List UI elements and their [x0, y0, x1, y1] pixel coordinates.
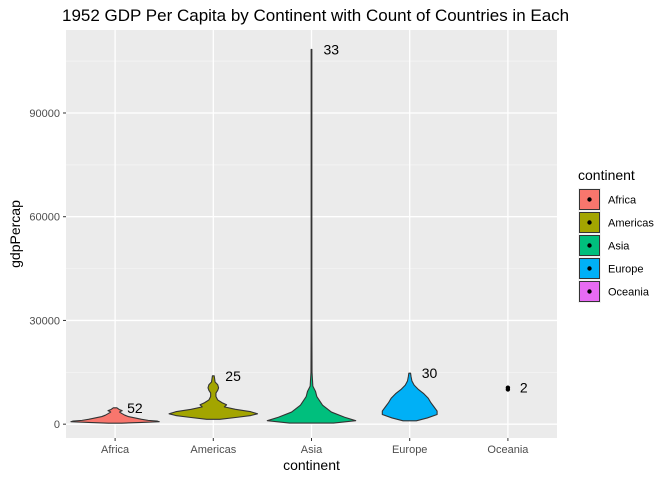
count-label-europe: 30 — [422, 365, 438, 381]
y-axis-ticks: 0 30000 60000 90000 — [29, 108, 66, 431]
violin-africa — [70, 407, 160, 424]
count-label-africa: 52 — [127, 400, 143, 416]
count-label-oceania: 2 — [520, 380, 528, 396]
violin-asia — [266, 48, 357, 424]
y-axis-title: gdpPercap — [7, 200, 23, 268]
legend: continent Africa Americas Asia Europe Oceani… — [578, 167, 654, 303]
y-tick-label: 90000 — [29, 108, 60, 120]
x-tick-label: Europe — [392, 444, 427, 456]
point-oceania — [505, 385, 511, 390]
x-axis-ticks: Africa Americas Asia Europe Oceania — [101, 438, 529, 456]
count-label-asia: 33 — [324, 41, 340, 57]
x-tick-label: Africa — [101, 444, 130, 456]
y-tick-label: 60000 — [29, 212, 60, 224]
violin-europe — [381, 372, 438, 422]
legend-title: continent — [578, 167, 635, 183]
count-label-americas: 25 — [225, 368, 241, 384]
legend-label-oceania: Oceania — [608, 287, 650, 299]
legend-label-asia: Asia — [608, 241, 630, 253]
legend-label-americas: Americas — [608, 218, 654, 230]
x-axis-title: continent — [283, 457, 340, 473]
x-tick-label: Asia — [301, 444, 323, 456]
legend-dot — [587, 197, 592, 202]
legend-label-europe: Europe — [608, 264, 643, 276]
y-tick-label: 0 — [54, 419, 60, 431]
legend-dot — [587, 243, 592, 248]
chart-title: 1952 GDP Per Capita by Continent with Co… — [62, 6, 569, 25]
x-tick-label: Americas — [190, 444, 236, 456]
violins — [70, 48, 511, 424]
y-tick-label: 30000 — [29, 315, 60, 327]
legend-dot — [587, 266, 592, 271]
legend-dot — [587, 220, 592, 225]
count-labels: 52 25 33 30 2 — [127, 41, 528, 415]
legend-dot — [587, 289, 592, 294]
violin-americas — [168, 375, 259, 420]
legend-label-africa: Africa — [608, 195, 637, 207]
x-tick-label: Oceania — [487, 444, 529, 456]
